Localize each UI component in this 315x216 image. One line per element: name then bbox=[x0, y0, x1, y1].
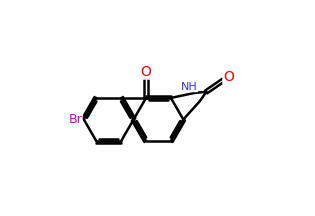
Text: Br: Br bbox=[68, 113, 82, 126]
Text: O: O bbox=[223, 70, 234, 84]
Text: NH: NH bbox=[181, 82, 198, 92]
Text: O: O bbox=[140, 65, 152, 79]
